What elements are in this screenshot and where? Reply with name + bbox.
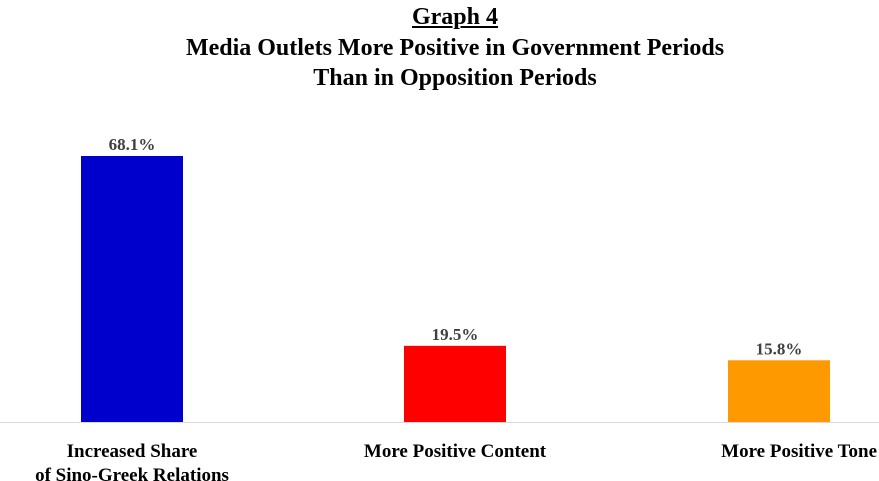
chart-title-line-2: Than in Opposition Periods — [313, 65, 597, 91]
category-label-1-line-1: Increased Share — [67, 441, 198, 462]
category-label-2-line-1: More Positive Content — [364, 441, 547, 462]
bar-value-label-2: 19.5% — [432, 325, 479, 344]
category-label-1-line-2: of Sino-Greek Relations — [35, 465, 229, 481]
bar-value-label-1: 68.1% — [109, 135, 156, 154]
bar-2 — [404, 345, 506, 422]
chart-title-line-1: Media Outlets More Positive in Governmen… — [185, 35, 725, 61]
category-label-3-line-1: More Positive Tone — [721, 441, 877, 462]
bar-1 — [81, 156, 183, 422]
chart-graph-number: Graph 4 — [411, 4, 498, 30]
bar-3 — [728, 360, 830, 422]
bar-value-label-3: 15.8% — [756, 339, 803, 358]
